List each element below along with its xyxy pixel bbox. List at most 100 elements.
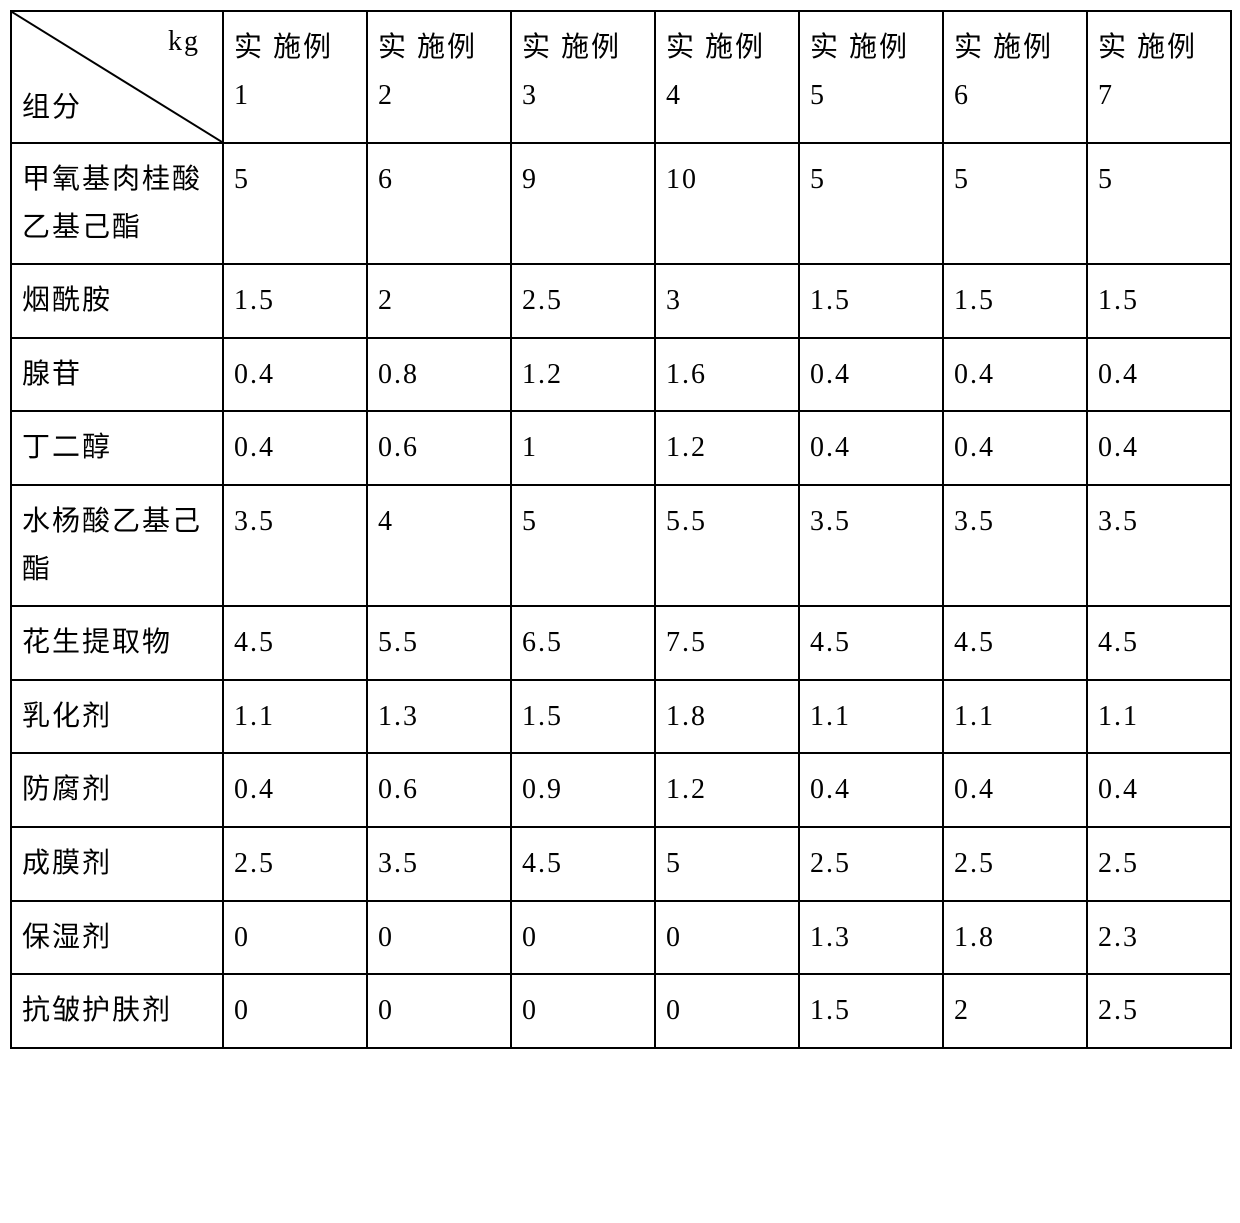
table-row: 抗皱护肤剂 0 0 0 0 1.5 2 2.5: [11, 974, 1231, 1048]
cell: 0: [655, 901, 799, 975]
table-row: 水杨酸乙基己酯 3.5 4 5 5.5 3.5 3.5 3.5: [11, 485, 1231, 606]
cell: 1.1: [223, 680, 367, 754]
cell: 0: [511, 974, 655, 1048]
cell: 4.5: [1087, 606, 1231, 680]
cell: 0.4: [223, 338, 367, 412]
cell: 1.8: [943, 901, 1087, 975]
row-label: 腺苷: [11, 338, 223, 412]
cell: 0.6: [367, 753, 511, 827]
cell: 2: [367, 264, 511, 338]
cell: 0.4: [799, 753, 943, 827]
cell: 4.5: [511, 827, 655, 901]
cell: 1.8: [655, 680, 799, 754]
table-row: 花生提取物 4.5 5.5 6.5 7.5 4.5 4.5 4.5: [11, 606, 1231, 680]
cell: 2.5: [223, 827, 367, 901]
cell: 1.5: [799, 264, 943, 338]
cell: 2.5: [799, 827, 943, 901]
table-row: 保湿剂 0 0 0 0 1.3 1.8 2.3: [11, 901, 1231, 975]
cell: 5: [799, 143, 943, 264]
table-row: 甲氧基肉桂酸乙基己酯 5 6 9 10 5 5 5: [11, 143, 1231, 264]
row-label: 保湿剂: [11, 901, 223, 975]
table-row: 成膜剂 2.5 3.5 4.5 5 2.5 2.5 2.5: [11, 827, 1231, 901]
cell: 1.3: [799, 901, 943, 975]
cell: 0.6: [367, 411, 511, 485]
row-label: 烟酰胺: [11, 264, 223, 338]
col-header: 实 施例 2: [367, 11, 511, 143]
cell: 4.5: [943, 606, 1087, 680]
row-label: 抗皱护肤剂: [11, 974, 223, 1048]
cell: 1.3: [367, 680, 511, 754]
cell: 0.4: [799, 411, 943, 485]
cell: 1.5: [223, 264, 367, 338]
cell: 3.5: [1087, 485, 1231, 606]
cell: 2.5: [1087, 974, 1231, 1048]
row-label: 成膜剂: [11, 827, 223, 901]
cell: 5.5: [655, 485, 799, 606]
cell: 0.8: [367, 338, 511, 412]
cell: 3.5: [223, 485, 367, 606]
cell: 0.4: [1087, 753, 1231, 827]
cell: 1: [511, 411, 655, 485]
table-row: 丁二醇 0.4 0.6 1 1.2 0.4 0.4 0.4: [11, 411, 1231, 485]
cell: 0.4: [943, 338, 1087, 412]
cell: 0: [367, 974, 511, 1048]
cell: 1.5: [943, 264, 1087, 338]
cell: 1.2: [511, 338, 655, 412]
cell: 1.1: [943, 680, 1087, 754]
data-table: kg 组分 实 施例 1 实 施例 2 实 施例 3 实 施例 4 实 施例 5…: [10, 10, 1232, 1049]
cell: 1.2: [655, 753, 799, 827]
cell: 0.4: [1087, 338, 1231, 412]
cell: 6.5: [511, 606, 655, 680]
cell: 6: [367, 143, 511, 264]
cell: 4.5: [223, 606, 367, 680]
cell: 1.5: [511, 680, 655, 754]
corner-cell: kg 组分: [11, 11, 223, 143]
cell: 0: [367, 901, 511, 975]
component-label: 组分: [22, 84, 82, 132]
cell: 0.4: [943, 411, 1087, 485]
cell: 9: [511, 143, 655, 264]
cell: 0.4: [223, 753, 367, 827]
cell: 5: [943, 143, 1087, 264]
cell: 2.5: [511, 264, 655, 338]
cell: 5: [1087, 143, 1231, 264]
cell: 0: [511, 901, 655, 975]
cell: 2.5: [1087, 827, 1231, 901]
cell: 0: [223, 901, 367, 975]
cell: 1.2: [655, 411, 799, 485]
cell: 3.5: [799, 485, 943, 606]
cell: 1.1: [799, 680, 943, 754]
cell: 10: [655, 143, 799, 264]
header-row: kg 组分 实 施例 1 实 施例 2 实 施例 3 实 施例 4 实 施例 5…: [11, 11, 1231, 143]
cell: 7.5: [655, 606, 799, 680]
cell: 0.4: [1087, 411, 1231, 485]
cell: 5: [511, 485, 655, 606]
row-label: 防腐剂: [11, 753, 223, 827]
row-label: 乳化剂: [11, 680, 223, 754]
cell: 2.5: [943, 827, 1087, 901]
cell: 0.4: [799, 338, 943, 412]
cell: 4: [367, 485, 511, 606]
row-label: 花生提取物: [11, 606, 223, 680]
row-label: 甲氧基肉桂酸乙基己酯: [11, 143, 223, 264]
col-header: 实 施例 7: [1087, 11, 1231, 143]
col-header: 实 施例 6: [943, 11, 1087, 143]
cell: 1.1: [1087, 680, 1231, 754]
cell: 0.9: [511, 753, 655, 827]
cell: 0.4: [943, 753, 1087, 827]
row-label: 水杨酸乙基己酯: [11, 485, 223, 606]
cell: 0: [223, 974, 367, 1048]
cell: 3: [655, 264, 799, 338]
cell: 1.5: [1087, 264, 1231, 338]
col-header: 实 施例 3: [511, 11, 655, 143]
table-row: 防腐剂 0.4 0.6 0.9 1.2 0.4 0.4 0.4: [11, 753, 1231, 827]
col-header: 实 施例 4: [655, 11, 799, 143]
cell: 2.3: [1087, 901, 1231, 975]
table-row: 腺苷 0.4 0.8 1.2 1.6 0.4 0.4 0.4: [11, 338, 1231, 412]
cell: 5: [223, 143, 367, 264]
cell: 2: [943, 974, 1087, 1048]
cell: 3.5: [367, 827, 511, 901]
cell: 0: [655, 974, 799, 1048]
cell: 0.4: [223, 411, 367, 485]
unit-label: kg: [168, 18, 200, 66]
